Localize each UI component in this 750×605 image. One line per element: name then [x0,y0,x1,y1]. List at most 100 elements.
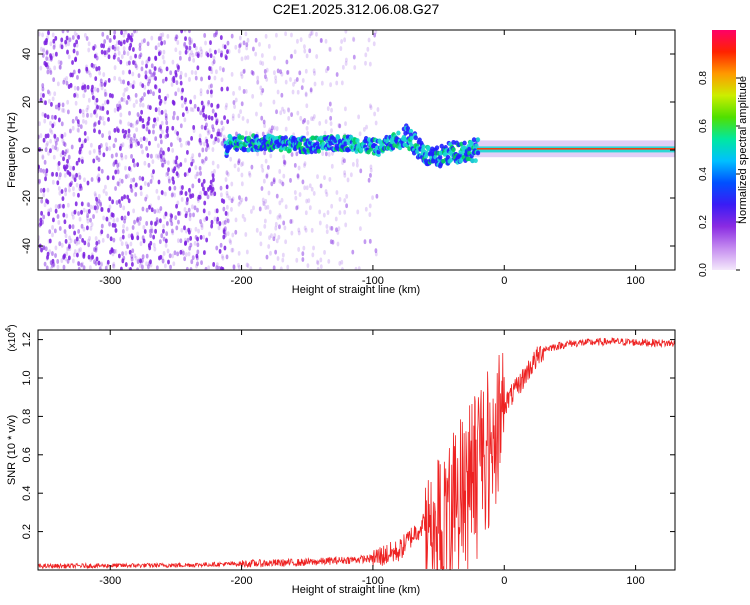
spectrogram-noise-point [213,75,217,81]
spectrogram-noise-point [221,266,225,270]
spectrogram-noise-point [120,196,124,201]
spectrogram-noise-point [157,179,161,185]
spectrogram-noise-point [330,225,334,231]
spectrogram-noise-point [90,62,94,68]
spectrogram-noise-point [108,135,112,141]
spectrogram-noise-point [120,155,124,161]
spectrogram-noise-point [139,115,143,121]
spectrogram-noise-point [261,88,265,93]
spectrogram-noise-point [199,171,202,176]
spectrogram-noise-point [119,79,123,85]
spectrogram-noise-point [106,99,110,105]
spectrogram-noise-point [128,96,132,102]
spectrogram-noise-point [274,221,278,227]
spectrogram-noise-point [285,59,289,65]
spectrogram-noise-point [173,192,176,198]
spectrogram-noise-point [180,197,184,202]
spectrogram-noise-point [244,232,248,237]
spectrogram-noise-point [125,226,129,232]
spectrogram-noise-point [75,39,78,45]
spectrogram-noise-point [153,246,157,252]
spectrogram-noise-point [141,206,145,212]
spectrogram-noise-point [74,201,78,207]
spectrogram-noise-point [63,219,67,225]
spectrogram-noise-point [351,162,355,167]
spectrogram-noise-point [91,95,95,101]
spectrogram-noise-point [140,109,144,115]
spectrogram-noise-point [235,131,238,137]
spectrogram-noise-point [220,253,224,259]
spectrogram-noise-point [61,150,65,155]
spectrogram-noise-point [284,126,288,132]
spectrogram-noise-point [261,197,265,203]
spectrogram-noise-point [141,39,144,45]
spectrogram-noise-point [147,264,150,270]
spectrogram-noise-point [256,151,260,157]
spectrogram-noise-point [170,228,174,234]
spectrogram-noise-point [335,72,339,77]
spectrogram-noise-point [139,241,143,247]
spectrogram-noise-point [51,171,54,177]
spectrogram-noise-point [191,107,195,113]
spectrogram-noise-point [212,140,216,146]
spectrogram-noise-point [148,68,151,74]
spectrogram-noise-point [53,91,57,97]
spectrogram-noise-point [205,51,209,57]
spectrogram-noise-point [181,112,185,118]
spectrogram-noise-point [310,186,314,192]
spectrogram-noise-point [43,112,47,118]
spectrogram-noise-point [315,54,319,59]
spectrogram-noise-point [196,261,199,267]
spectrogram-noise-point [78,149,82,155]
spectrogram-noise-point [172,168,176,174]
spectrogram-noise-point [237,158,241,164]
spectrogram-noise-point [83,87,87,93]
spectrogram-noise-point [96,204,100,210]
spectrogram-noise-point [68,187,71,193]
spectrogram-noise-point [295,257,299,263]
spectrogram-noise-point [52,217,55,223]
spectrogram-noise-point [202,105,205,111]
spectrogram-noise-point [329,121,333,127]
spectrogram-noise-point [344,30,348,34]
spectrogram-noise-point [72,186,75,192]
spectrogram-noise-point [147,116,151,122]
spectrogram-noise-point [203,200,207,206]
spectrogram-noise-point [99,106,103,111]
spectrogram-noise-point [66,202,70,208]
spectrogram-noise-point [197,228,200,234]
spectrogram-noise-point [322,212,326,218]
spectrogram-noise-point [77,211,80,216]
spectrogram-noise-point [173,185,177,191]
spectrogram-noise-point [161,32,165,38]
spectrogram-noise-point [211,173,215,179]
spectrogram-noise-point [295,205,299,211]
spectrogram-noise-point [120,97,124,102]
spectrogram-noise-point [237,264,241,270]
spectrogram-noise-point [69,165,73,171]
spectrogram-noise-point [61,102,65,108]
spectrogram-noise-point [282,220,286,226]
spectrogram-noise-point [93,247,96,252]
spectrogram-noise-point [73,92,77,98]
spectrogram-noise-point [286,264,290,270]
spectrogram-noise-point [93,86,97,92]
spectrogram-noise-point [129,55,133,61]
spectrogram-noise-point [56,180,60,186]
spectrogram-noise-point [87,208,91,214]
spectrogram-noise-point [206,52,210,58]
spectrogram-noise-point [327,258,331,264]
spectrogram-noise-point [220,120,224,126]
spectrogram-noise-point [78,137,82,143]
spectrogram-noise-point [100,168,104,174]
spectrogram-noise-point [305,198,309,204]
spectrogram-noise-point [139,81,143,87]
spectrogram-noise-point [140,66,144,72]
spectrogram-noise-point [179,123,183,129]
spectrogram-noise-point [256,80,260,85]
spectrogram-noise-point [191,52,195,58]
spectrogram-noise-point [72,165,75,171]
spectrogram-noise-point [122,39,126,45]
spectrogram-noise-point [102,120,106,126]
spectrogram-noise-point [316,260,320,266]
